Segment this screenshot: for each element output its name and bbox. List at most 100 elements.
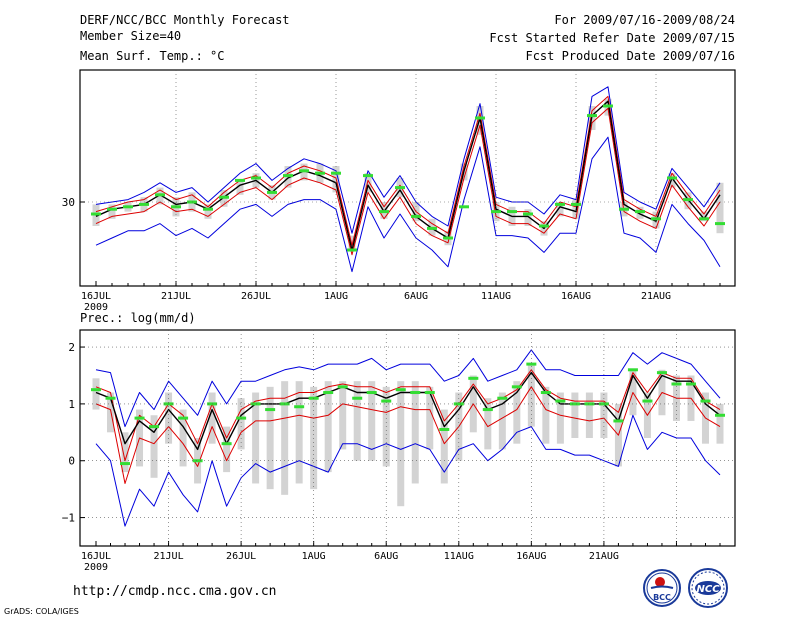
temp-observed-mark-2 bbox=[107, 207, 117, 211]
temp-box-30 bbox=[556, 202, 564, 217]
temp-observed-mark-15 bbox=[315, 171, 325, 175]
precip-panel-title: Prec.: log(mm/d) bbox=[80, 311, 196, 325]
temp-observed-mark-25 bbox=[475, 116, 485, 120]
grads-credit: GrADS: COLA/IGES bbox=[4, 607, 79, 616]
prec-y-tick-label-1: 1 bbox=[68, 398, 75, 411]
temp-observed-mark-28 bbox=[523, 212, 533, 216]
prec-observed-mark-42 bbox=[685, 382, 696, 386]
prec-observed-mark-29 bbox=[497, 396, 508, 400]
prec-ensemble-mean-line bbox=[95, 371, 721, 451]
prec-observed-mark-39 bbox=[642, 399, 653, 403]
temp-box-40 bbox=[716, 182, 724, 234]
prec-observed-mark-18 bbox=[337, 385, 348, 389]
prec-observed-mark-2 bbox=[105, 396, 116, 400]
temp-observed-mark-8 bbox=[203, 207, 213, 211]
prec-box-12 bbox=[252, 392, 260, 484]
prec-observed-mark-31 bbox=[526, 362, 537, 366]
prec-x-tick-label-7: 21AUG bbox=[589, 551, 619, 562]
prec-observed-mark-27 bbox=[468, 376, 479, 380]
temp-observed-mark-33 bbox=[603, 104, 613, 108]
prec-x-tick-label-2: 26JUL bbox=[226, 551, 256, 562]
member-size-label: Member Size=40 bbox=[80, 29, 181, 43]
temp-upper-envelope-line bbox=[95, 86, 721, 234]
temp-spread-upper-line bbox=[95, 95, 721, 246]
prec-box-10 bbox=[223, 426, 231, 473]
temp-observed-mark-12 bbox=[267, 190, 277, 194]
forecast-produced-date: Fcst Produced Date 2009/07/16 bbox=[525, 49, 735, 63]
temp-box-10 bbox=[236, 180, 244, 195]
prec-y-tick-label-0: 2 bbox=[68, 341, 75, 354]
prec-observed-mark-17 bbox=[323, 391, 334, 395]
prec-observed-mark-22 bbox=[395, 388, 406, 392]
prec-observed-mark-24 bbox=[424, 391, 435, 395]
prec-x-tick-label-6: 16AUG bbox=[516, 551, 546, 562]
prec-observed-mark-7 bbox=[178, 416, 189, 420]
prec-box-44 bbox=[716, 403, 724, 444]
ncc-logo-text: NCC bbox=[696, 584, 720, 595]
bcc-logo-text: BCC bbox=[653, 593, 671, 602]
prec-observed-mark-12 bbox=[250, 402, 261, 406]
temp-observed-mark-39 bbox=[699, 217, 709, 221]
prec-observed-mark-43 bbox=[700, 399, 711, 403]
prec-observed-mark-3 bbox=[120, 462, 131, 466]
prec-observed-mark-20 bbox=[366, 391, 377, 395]
source-url[interactable]: http://cmdp.ncc.cma.gov.cn bbox=[73, 584, 277, 599]
prec-observed-mark-30 bbox=[511, 385, 522, 389]
temp-observed-mark-27 bbox=[507, 210, 517, 214]
temp-observed-mark-40 bbox=[715, 222, 725, 226]
prec-observed-mark-41 bbox=[671, 382, 682, 386]
temp-observed-mark-22 bbox=[427, 226, 437, 230]
prec-observed-mark-38 bbox=[627, 368, 638, 372]
prec-box-22 bbox=[397, 381, 405, 507]
temp-x-year-label: 2009 bbox=[84, 302, 108, 313]
prec-box-30 bbox=[513, 381, 521, 444]
temp-box-17 bbox=[348, 235, 356, 250]
temp-y-tick-label-0: 30 bbox=[62, 196, 75, 209]
prec-box-14 bbox=[281, 381, 289, 495]
temp-box-39 bbox=[700, 211, 708, 222]
prec-box-29 bbox=[498, 392, 506, 450]
prec-box-28 bbox=[484, 398, 492, 450]
variable-label: Mean Surf. Temp.: °C bbox=[80, 49, 225, 63]
temp-observed-mark-31 bbox=[571, 202, 581, 206]
temperature-plot-frame bbox=[79, 69, 736, 287]
prec-observed-mark-26 bbox=[453, 402, 464, 406]
prec-box-36 bbox=[600, 392, 608, 438]
prec-box-9 bbox=[208, 392, 216, 444]
prec-x-year-label: 2009 bbox=[84, 562, 108, 573]
prec-observed-mark-5 bbox=[149, 425, 160, 429]
temp-observed-mark-10 bbox=[235, 178, 245, 182]
prec-box-32 bbox=[542, 386, 550, 444]
prec-observed-mark-8 bbox=[192, 459, 203, 463]
temp-x-tick-label-7: 21AUG bbox=[641, 291, 671, 302]
temp-observed-mark-26 bbox=[491, 210, 501, 214]
prec-box-19 bbox=[353, 381, 361, 461]
temp-observed-mark-21 bbox=[411, 214, 421, 218]
temp-observed-mark-18 bbox=[363, 174, 373, 178]
prec-box-11 bbox=[237, 398, 245, 450]
temp-x-tick-label-5: 11AUG bbox=[481, 291, 511, 302]
prec-observed-mark-1 bbox=[91, 388, 101, 392]
bcc-logo: BCC bbox=[643, 569, 681, 607]
prec-x-tick-label-5: 11AUG bbox=[444, 551, 474, 562]
temp-spread-lower-line bbox=[95, 107, 721, 256]
temp-observed-mark-32 bbox=[587, 114, 597, 118]
prec-observed-mark-10 bbox=[221, 442, 232, 446]
temp-box-18 bbox=[364, 173, 372, 193]
temp-x-tick-label-6: 16AUG bbox=[561, 291, 591, 302]
prec-observed-mark-33 bbox=[555, 399, 566, 403]
temp-x-tick-label-0: 16JUL bbox=[81, 291, 111, 302]
prec-y-tick-label-3: −1 bbox=[62, 512, 75, 525]
prec-box-24 bbox=[426, 386, 434, 450]
temp-observed-mark-16 bbox=[331, 171, 341, 175]
prec-box-18 bbox=[339, 381, 347, 450]
prec-box-13 bbox=[266, 386, 274, 490]
temp-ensemble-mean-line bbox=[95, 100, 721, 251]
prec-box-7 bbox=[179, 409, 187, 467]
temp-box-2 bbox=[108, 204, 116, 219]
prec-observed-mark-23 bbox=[410, 391, 421, 395]
prec-observed-mark-40 bbox=[656, 371, 667, 375]
temp-observed-mark-34 bbox=[619, 207, 629, 211]
temp-x-tick-label-3: 1AUG bbox=[324, 291, 348, 302]
